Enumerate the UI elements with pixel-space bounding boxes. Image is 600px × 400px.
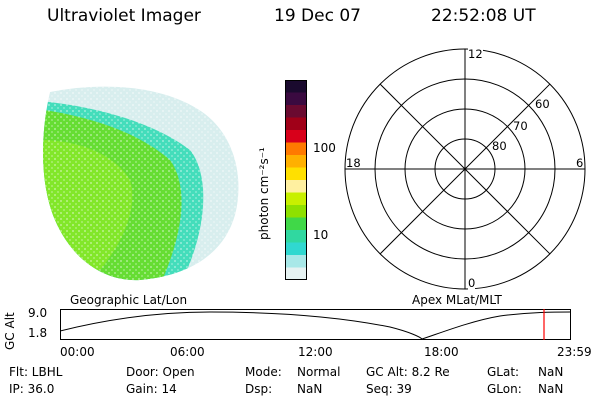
timeline-ymin: 1.8 (28, 326, 48, 340)
timeline-tick-1800: 18:00 (424, 345, 459, 359)
colorbar-frame (285, 80, 307, 280)
colorbar (285, 80, 307, 280)
timeline-ymax: 9.0 (28, 306, 48, 320)
colorbar-segment (285, 180, 307, 193)
polar-label-6: 6 (576, 156, 584, 170)
colorbar-segment (285, 205, 307, 218)
status-seq: Seq: 39 (366, 382, 412, 396)
status-mode-value: Normal (297, 365, 341, 379)
status-mode-label: Mode: (245, 365, 282, 379)
timeline-frame (60, 309, 571, 340)
colorbar-segment (285, 217, 307, 231)
colorbar-segment (285, 192, 307, 206)
colorbar-segment (285, 230, 307, 243)
status-glon-label: GLon: (487, 382, 522, 396)
altitude-curve (60, 311, 572, 340)
polar-diagonal-2 (379, 83, 551, 255)
status-glon-value: NaN (538, 382, 564, 396)
colorbar-segment (285, 267, 307, 280)
status-filter: Flt: LBHL (9, 365, 63, 379)
polar-ring-label-60: 60 (535, 97, 550, 111)
status-dsp-label: Dsp: (245, 382, 273, 396)
timeline-tick-1200: 12:00 (298, 345, 333, 359)
status-dsp-value: NaN (297, 382, 323, 396)
polar-label-12: 12 (468, 47, 483, 61)
geographic-label: Geographic Lat/Lon (70, 293, 188, 307)
status-door: Door: Open (126, 365, 195, 379)
colorbar-segment (285, 255, 307, 268)
colorbar-unit-label: photon cm⁻²s⁻¹ (257, 147, 271, 240)
colorbar-segment (285, 130, 307, 143)
status-glat-label: GLat: (487, 365, 520, 379)
status-gain: Gain: 14 (126, 382, 177, 396)
date-label: 19 Dec 07 (274, 6, 361, 26)
colorbar-segment (285, 80, 307, 93)
status-glat-value: NaN (538, 365, 564, 379)
status-gc-alt: GC Alt: 8.2 Re (366, 365, 450, 379)
timeline-ylabel: GC Alt (3, 312, 17, 350)
instrument-title: Ultraviolet Imager (47, 6, 201, 26)
colorbar-tick-100: 100 (313, 141, 336, 155)
colorbar-segment (285, 117, 307, 131)
colorbar-segment (285, 167, 307, 181)
status-ip: IP: 36.0 (9, 382, 55, 396)
polar-grid (344, 48, 586, 290)
apex-label: Apex MLat/MLT (412, 293, 502, 307)
timeline-tick-0000: 00:00 (60, 345, 95, 359)
timeline-tick-2359: 23:59 (557, 345, 592, 359)
colorbar-segment (285, 155, 307, 168)
time-label: 22:52:08 UT (431, 6, 536, 26)
polar-label-18: 18 (346, 156, 361, 170)
altitude-timeline (60, 309, 572, 340)
timeline-tick-0600: 06:00 (170, 345, 205, 359)
polar-ring-label-80: 80 (492, 139, 507, 153)
colorbar-segment (285, 92, 307, 106)
colorbar-tick-10: 10 (313, 228, 329, 242)
polar-label-0: 0 (468, 276, 476, 290)
colorbar-segment (285, 142, 307, 156)
uv-globe-image (43, 86, 239, 281)
colorbar-segment (285, 242, 307, 256)
colorbar-segment (285, 105, 307, 118)
polar-ring-label-70: 70 (513, 119, 528, 133)
